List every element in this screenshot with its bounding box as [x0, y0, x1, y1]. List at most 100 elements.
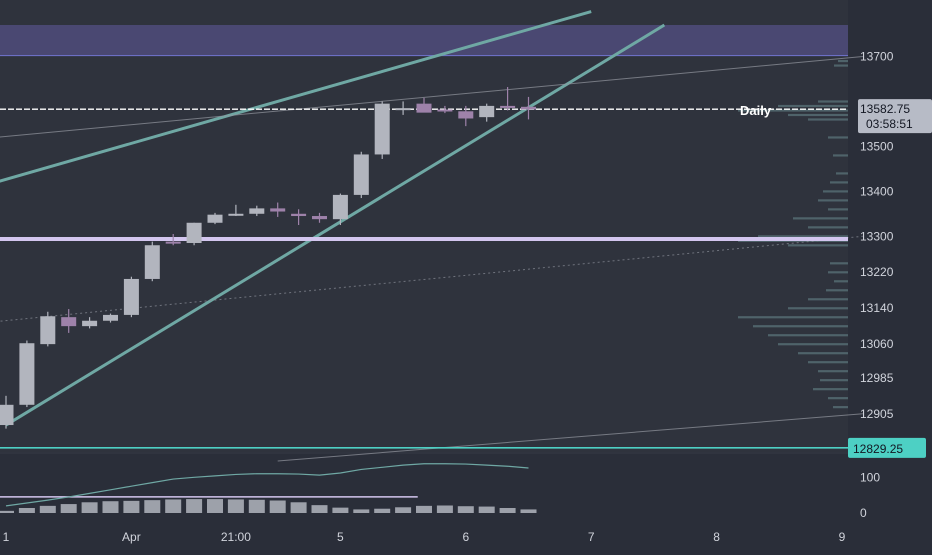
- volume-bar: [165, 499, 182, 513]
- candle-body[interactable]: [437, 109, 453, 112]
- candle-body[interactable]: [82, 320, 98, 327]
- trendline-thin[interactable]: [0, 235, 863, 322]
- candle-body[interactable]: [521, 106, 536, 110]
- last-price-label: 13582.75: [860, 102, 910, 116]
- candle-body[interactable]: [40, 316, 56, 345]
- candle-body[interactable]: [416, 103, 432, 113]
- lower-y-tick-label: 0: [860, 506, 867, 520]
- volume-bar: [60, 504, 77, 513]
- candle-body[interactable]: [270, 208, 286, 212]
- candle-body[interactable]: [312, 216, 327, 220]
- candle-body[interactable]: [123, 278, 139, 315]
- volume-bar: [332, 507, 349, 513]
- volume-profile-row: [823, 190, 848, 193]
- trendline-channel[interactable]: [5, 23, 666, 427]
- candle-body[interactable]: [186, 222, 202, 243]
- volume-bar: [416, 505, 432, 513]
- candle-body[interactable]: [19, 343, 35, 405]
- trendline-channel[interactable]: [0, 10, 592, 210]
- candle-body[interactable]: [374, 103, 390, 155]
- volume-bar: [395, 507, 412, 513]
- volume-profile-row: [820, 379, 848, 382]
- volume-profile-row: [738, 109, 848, 112]
- y-tick-label: 13700: [860, 49, 894, 63]
- volume-bar: [436, 505, 453, 513]
- x-tick-label: 1: [3, 530, 10, 544]
- volume-profile-row: [834, 64, 848, 67]
- volume-profile-row: [798, 352, 848, 355]
- volume-bar: [39, 505, 56, 513]
- candle-body[interactable]: [165, 241, 181, 244]
- volume-profile-row: [828, 136, 848, 139]
- candle-body[interactable]: [249, 208, 265, 214]
- volume-profile-row: [788, 113, 848, 117]
- volume-bar: [123, 500, 140, 513]
- candle-body[interactable]: [61, 317, 77, 327]
- candle-body[interactable]: [0, 404, 14, 426]
- volume-profile-row: [828, 208, 848, 211]
- y-tick-label: 13060: [860, 337, 894, 351]
- x-tick-label: 7: [588, 530, 595, 544]
- volume-bar: [374, 508, 391, 513]
- level-tag: [848, 437, 926, 458]
- candle-body[interactable]: [353, 154, 369, 195]
- trendline-thin[interactable]: [0, 55, 863, 138]
- volume-bar: [499, 508, 516, 513]
- trendline-thin[interactable]: [277, 413, 863, 462]
- y-tick-label: 12905: [860, 407, 894, 421]
- x-tick-label: 8: [713, 530, 720, 544]
- candle-body[interactable]: [228, 213, 244, 216]
- volume-profile-row: [828, 271, 848, 274]
- candle-body[interactable]: [500, 105, 516, 108]
- volume-profile-row: [778, 104, 848, 108]
- volume-profile-row: [788, 244, 848, 247]
- volume-profile-row: [830, 181, 848, 184]
- volume-profile-row: [828, 397, 848, 400]
- timeframe-label: Daily: [740, 103, 772, 118]
- volume-bar: [248, 499, 265, 513]
- volume-bar: [144, 500, 161, 513]
- candle-body[interactable]: [291, 213, 307, 217]
- volume-profile-row: [838, 59, 848, 63]
- resistance-zone: [0, 25, 848, 56]
- level-tag-label: 12829.25: [853, 442, 903, 456]
- y-tick-label: 13300: [860, 229, 894, 243]
- volume-profile-row: [834, 280, 848, 283]
- volume-profile-row: [758, 235, 848, 238]
- volume-profile-row: [753, 325, 848, 328]
- volume-bar: [269, 500, 286, 513]
- volume-profile-row: [833, 406, 848, 409]
- candle-body[interactable]: [332, 194, 348, 220]
- volume-profile-row: [808, 118, 848, 121]
- volume-bar: [81, 502, 98, 513]
- volume-bar: [311, 505, 328, 513]
- volume-profile-row: [768, 334, 848, 337]
- volume-profile-row: [836, 172, 848, 175]
- candle-body[interactable]: [395, 108, 411, 111]
- candle-body[interactable]: [479, 105, 495, 118]
- volume-bar: [207, 499, 223, 513]
- volume-profile-row: [813, 388, 848, 391]
- y-tick-label: 13220: [860, 265, 894, 279]
- candle-body[interactable]: [207, 214, 223, 223]
- volume-profile-row: [818, 100, 848, 103]
- candle-body[interactable]: [103, 314, 118, 321]
- volume-profile-row: [826, 289, 848, 292]
- volume-bar: [290, 502, 307, 513]
- volume-bar: [520, 509, 537, 513]
- volume-profile-row: [788, 307, 848, 310]
- x-tick-label: Apr: [122, 530, 141, 544]
- countdown-label: 03:58:51: [866, 117, 913, 131]
- last-price-tag: [858, 99, 932, 134]
- volume-profile-row: [793, 217, 848, 220]
- volume-profile-row: [808, 298, 848, 301]
- lower-y-tick-label: 100: [860, 470, 880, 484]
- candle-body[interactable]: [144, 245, 160, 279]
- candle-body[interactable]: [458, 111, 474, 119]
- volume-bar: [353, 509, 370, 513]
- volume-bar: [227, 499, 244, 513]
- y-tick-label: 12985: [860, 371, 894, 385]
- volume-profile-row: [808, 226, 848, 229]
